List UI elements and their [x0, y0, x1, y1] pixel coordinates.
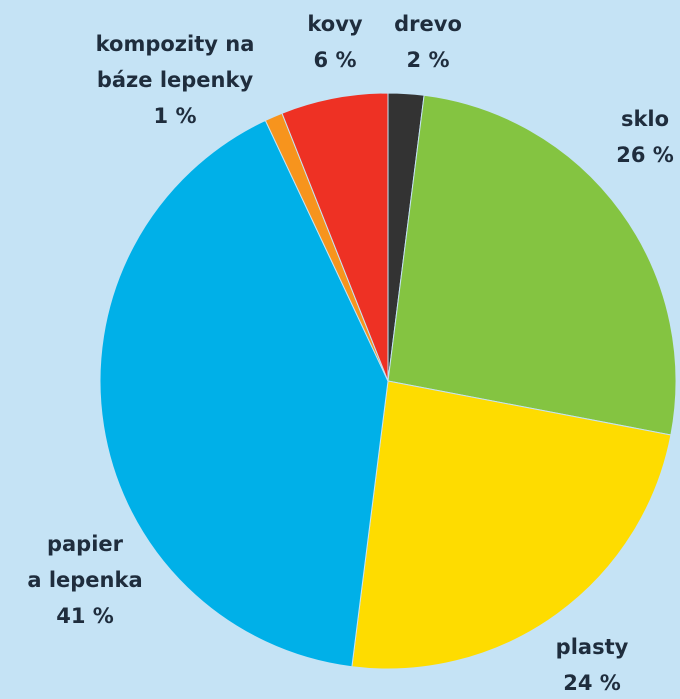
pie-slice	[281, 92, 389, 382]
value-label: 26 %	[616, 143, 674, 167]
slice-label: báze lepenky	[97, 68, 254, 92]
value-label: 6 %	[314, 48, 357, 72]
slice-label: a lepenka	[27, 568, 142, 592]
pie-slice	[99, 119, 389, 668]
slice-label: kovy	[307, 12, 363, 36]
value-label: 41 %	[56, 604, 114, 628]
slice-label: plasty	[556, 635, 629, 659]
slice-label: kompozity na	[96, 32, 255, 56]
pie-slice	[351, 380, 672, 670]
value-label: 2 %	[407, 48, 450, 72]
value-label: 1 %	[154, 104, 197, 128]
slice-label: drevo	[394, 12, 462, 36]
slice-label: sklo	[621, 107, 669, 131]
pie-slice	[387, 94, 677, 436]
slice-label: papier	[47, 532, 124, 556]
value-label: 24 %	[563, 671, 621, 695]
